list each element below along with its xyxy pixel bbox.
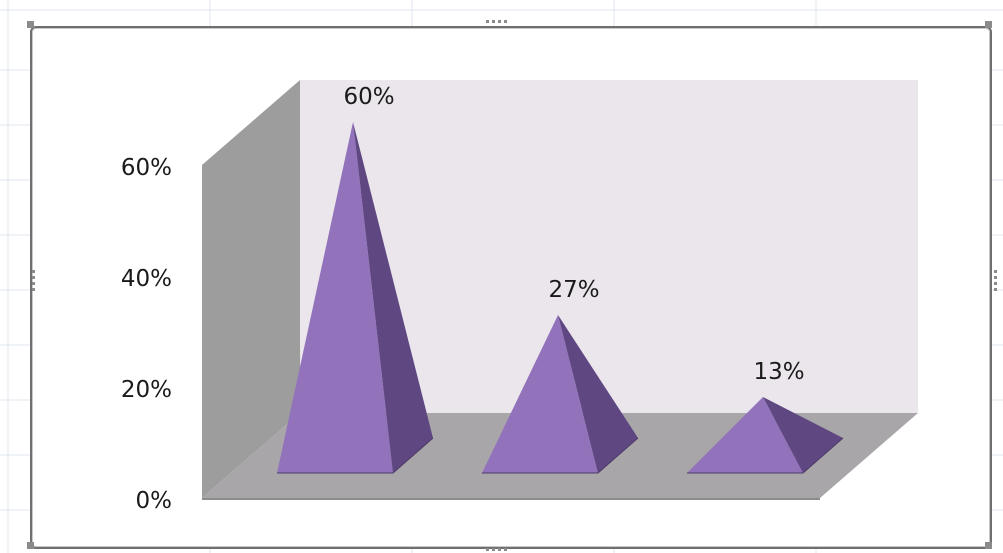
edge-handle-dot <box>498 548 501 551</box>
data-label: 27% <box>548 277 599 303</box>
corner-handle <box>985 542 992 549</box>
edge-handle-dot <box>32 276 35 279</box>
pyramid-front-face <box>277 122 393 473</box>
edge-handle-dot <box>504 548 507 551</box>
pyramid-base-edge <box>687 437 844 474</box>
edge-handle-dot <box>994 288 997 291</box>
corner-handle <box>27 21 34 28</box>
y-tick-label: 40% <box>121 266 172 292</box>
edge-handle-dot <box>504 20 507 23</box>
edge-handle-dot <box>994 270 997 273</box>
data-label: 60% <box>343 84 394 110</box>
data-label: 13% <box>753 359 804 385</box>
y-tick-label: 60% <box>121 155 172 181</box>
edge-handle-dot <box>994 282 997 285</box>
pyramid-side-face <box>558 315 638 473</box>
data-labels: 60% 27% 13% <box>343 84 804 385</box>
edge-handle-dot <box>32 270 35 273</box>
edge-handle-dot <box>486 20 489 23</box>
pyramid-front-face <box>482 315 598 473</box>
corner-handle <box>27 542 34 549</box>
y-tick-label: 20% <box>121 377 172 403</box>
edge-handle-dot <box>32 288 35 291</box>
edge-handle-dot <box>486 548 489 551</box>
y-axis-tick-labels: 0% 20% 40% 60% <box>121 155 172 514</box>
side-wall <box>202 80 300 498</box>
pyramid-series <box>277 122 844 474</box>
edge-handle-dot <box>32 282 35 285</box>
pyramid-base-edge <box>277 437 434 474</box>
y-tick-label: 0% <box>136 488 173 514</box>
pyramid-side-face <box>763 396 843 473</box>
edge-handle-dot <box>994 276 997 279</box>
pyramid-base-edge <box>482 437 639 474</box>
corner-handle <box>985 21 992 28</box>
pyramid-side-face <box>353 122 433 473</box>
edge-handle-dot <box>498 20 501 23</box>
edge-handle-dot <box>492 548 495 551</box>
pyramid-front-face <box>687 396 803 473</box>
chart-resize-handles <box>27 20 997 551</box>
edge-handle-dot <box>492 20 495 23</box>
back-wall <box>300 80 918 413</box>
